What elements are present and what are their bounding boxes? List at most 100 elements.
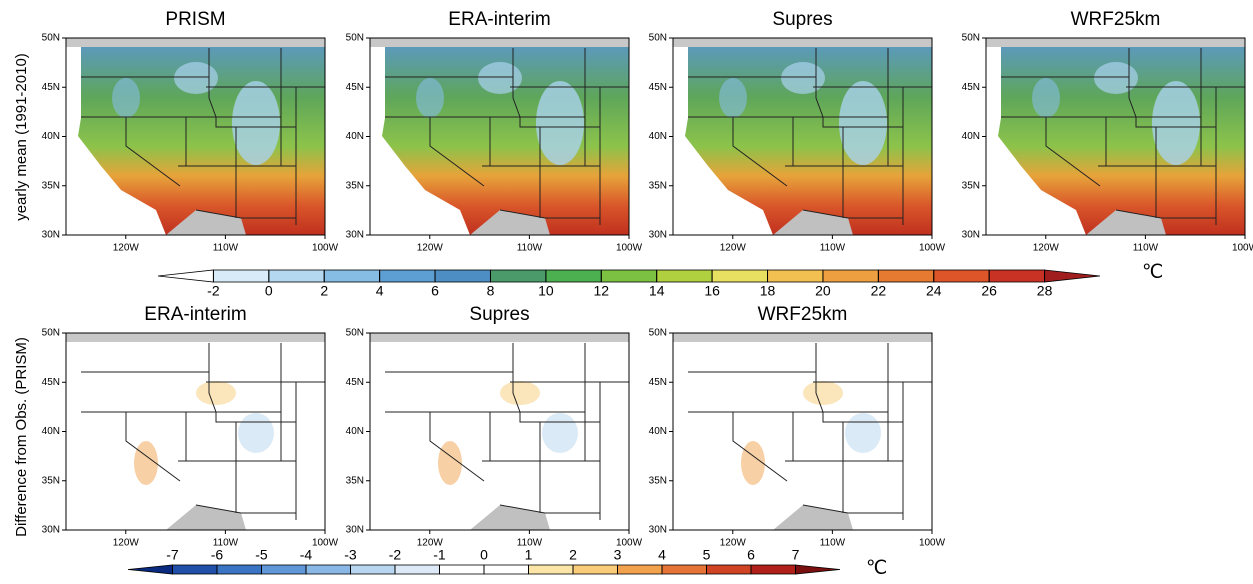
map [66,333,325,530]
colorbar-label: -2 [389,547,402,563]
colorbar-label: 18 [760,283,776,299]
colorbar-label: -4 [300,547,313,563]
panel-title: ERA-interim [144,304,246,325]
colorbar-segment [394,564,440,575]
x-tick-label: 100W [312,243,339,254]
colorbar-unit: ℃ [866,558,887,579]
colorbar-segment [767,269,824,283]
y-tick-label: 35N [649,180,667,191]
y-tick-label: 50N [346,33,364,44]
y-tick-label: 30N [649,230,667,241]
colorbar-segment [711,269,768,283]
colorbar-label: 5 [703,547,711,563]
map [66,38,325,235]
y-tick-label: 45N [42,377,60,388]
y-tick-label: 35N [42,180,60,191]
x-tick-label: 110W [1133,243,1159,254]
colorbar-segment [750,564,796,575]
colorbar-segment [706,564,752,575]
map [370,38,629,235]
map [673,38,932,235]
colorbar-label: 8 [487,283,495,299]
x-tick-label: 100W [616,243,643,254]
colorbar-segment [1044,269,1101,283]
colorbar-segment [305,564,351,575]
x-tick-label: 120W [417,243,444,254]
colorbar-segment [572,564,618,575]
y-tick-label: 50N [346,328,364,339]
y-tick-label: 45N [649,377,667,388]
colorbar-label: -7 [166,547,179,563]
colorbar-segment [877,269,935,283]
colorbar-label: 26 [981,283,997,299]
panel-title: ERA-interim [448,9,550,30]
colorbar-segment [157,269,214,283]
x-tick-label: 100W [919,538,946,549]
colorbar-label: -2 [207,283,220,299]
x-tick-label: 110W [213,243,239,254]
colorbar-segment [268,269,325,283]
y-tick-label: 50N [42,33,60,44]
colorbar-segment [379,269,436,283]
colorbar-label: 0 [265,283,273,299]
y-tick-label: 45N [346,82,364,93]
colorbar-label: 7 [792,547,800,563]
colorbar-segment [323,269,381,283]
y-tick-label: 35N [346,180,364,191]
panel-title: Supres [772,9,832,30]
y-tick-label: 40N [42,131,60,142]
x-tick-label: 120W [113,538,140,549]
y-tick-label: 40N [649,131,667,142]
y-tick-label: 30N [42,230,60,241]
colorbar-segment [213,269,270,283]
y-tick-label: 40N [649,426,667,437]
y-tick-label: 35N [346,475,364,486]
colorbar-unit: ℃ [1142,262,1163,283]
colorbar-label: 12 [594,283,610,299]
x-tick-label: 110W [213,538,239,549]
colorbar-segment [528,564,574,575]
colorbar-label: 1 [525,547,533,563]
y-tick-label: 50N [42,328,60,339]
colorbar-segment [439,564,485,575]
colorbar-segment [216,564,262,575]
colorbar-label: 22 [871,283,887,299]
x-tick-label: 100W [1232,243,1253,254]
panel-title: WRF25km [758,304,848,325]
colorbar-segment [656,269,713,283]
colorbar-label: 14 [649,283,665,299]
y-tick-label: 45N [649,82,667,93]
colorbar-segment [933,269,990,283]
colorbar-label: 3 [614,547,622,563]
y-tick-label: 40N [962,131,980,142]
x-tick-label: 110W [820,538,846,549]
y-tick-label: 30N [649,525,667,536]
y-tick-label: 30N [962,230,980,241]
colorbar-segment [127,564,173,575]
panel-title: WRF25km [1071,9,1161,30]
x-tick-label: 110W [517,243,543,254]
colorbar-segment [600,269,658,283]
x-tick-label: 120W [1033,243,1060,254]
colorbar-segment [350,564,396,575]
colorbar-segment [483,564,529,575]
y-tick-label: 30N [42,525,60,536]
colorbar-segment [490,269,547,283]
colorbar-label: 4 [658,547,666,563]
colorbar-label: -6 [211,547,224,563]
colorbar-segment [988,269,1045,283]
y-tick-label: 45N [346,377,364,388]
y-tick-label: 50N [649,33,667,44]
y-tick-label: 45N [962,82,980,93]
x-tick-label: 120W [113,243,140,254]
colorbar-label: 2 [320,283,328,299]
x-tick-label: 110W [517,538,543,549]
x-tick-label: 100W [312,538,339,549]
colorbar-label: -5 [255,547,268,563]
map [370,333,629,530]
colorbar-label: 20 [815,283,831,299]
x-tick-label: 100W [616,538,643,549]
colorbar-label: 28 [1037,283,1053,299]
y-tick-label: 35N [42,475,60,486]
